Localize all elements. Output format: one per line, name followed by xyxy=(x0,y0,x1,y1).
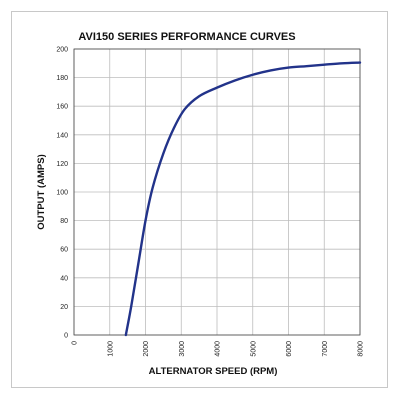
y-tick-label: 0 xyxy=(64,333,68,340)
x-tick-label: 2000 xyxy=(143,341,150,357)
x-tick-label: 5000 xyxy=(250,341,257,357)
y-tick-label: 120 xyxy=(56,161,68,168)
x-tick-label: 1000 xyxy=(107,341,114,357)
y-axis-label: OUTPUT (AMPS) xyxy=(36,154,47,229)
y-tick-label: 40 xyxy=(60,275,68,282)
y-tick-label: 140 xyxy=(56,132,68,139)
y-tick-label: 20 xyxy=(60,304,68,311)
y-tick-label: 200 xyxy=(56,47,68,54)
y-tick-label: 80 xyxy=(60,218,68,225)
y-tick-label: 160 xyxy=(56,104,68,111)
grid-lines xyxy=(73,48,361,336)
plot-area xyxy=(73,48,361,336)
x-axis-label: ALTERNATOR SPEED (RPM) xyxy=(149,366,278,377)
x-tick-label: 4000 xyxy=(215,341,222,357)
y-tick-label: 180 xyxy=(56,75,68,82)
x-tick-label: 6000 xyxy=(286,341,293,357)
x-tick-label: 8000 xyxy=(358,341,365,357)
tick-labels: 0 1000 2000 3000 4000 5000 6000 7000 8000 0 20 40 60… xyxy=(56,47,364,357)
x-tick-label: 7000 xyxy=(322,341,329,357)
chart-title: AVI150 SERIES PERFORMANCE CURVES xyxy=(78,31,295,43)
series-line xyxy=(124,61,362,337)
x-tick-label: 3000 xyxy=(179,341,186,357)
x-tick-label: 0 xyxy=(72,341,79,345)
y-tick-label: 60 xyxy=(60,247,68,254)
y-tick-label: 100 xyxy=(56,190,68,197)
